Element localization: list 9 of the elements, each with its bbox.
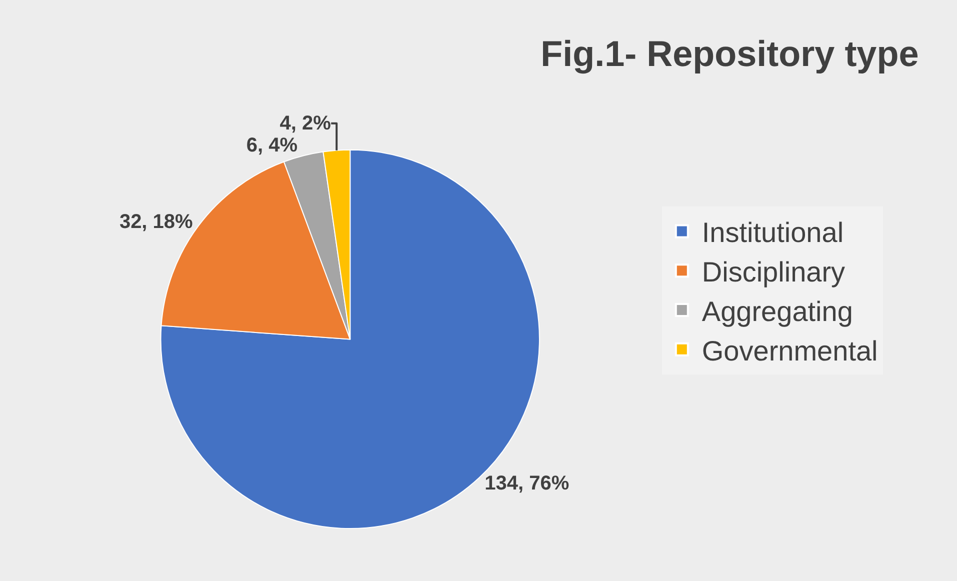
legend-label: Governmental (702, 335, 878, 366)
data-label: 6, 4% (246, 134, 298, 156)
legend-label: Institutional (702, 217, 844, 248)
legend-label: Aggregating (702, 296, 853, 327)
data-label: 32, 18% (119, 210, 194, 233)
chart-title: Fig.1- Repository type (540, 32, 919, 74)
legend-label: Disciplinary (702, 256, 846, 288)
data-label: 134, 76% (484, 472, 570, 495)
data-label: 4, 2% (280, 112, 332, 134)
